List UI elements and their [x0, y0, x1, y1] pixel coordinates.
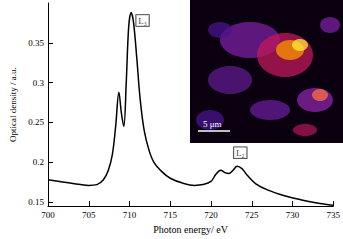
svg-text:0.15: 0.15: [28, 197, 44, 207]
svg-text:705: 705: [82, 210, 96, 220]
svg-text:0.25: 0.25: [28, 117, 44, 127]
svg-text:Optical density / a.u.: Optical density / a.u.: [8, 67, 18, 142]
svg-text:L₂: L₂: [236, 148, 245, 158]
svg-text:0.2: 0.2: [33, 157, 44, 167]
svg-text:0.3: 0.3: [33, 78, 45, 88]
svg-text:0.35: 0.35: [28, 38, 44, 48]
svg-text:Photon energy/ eV: Photon energy/ eV: [153, 224, 229, 235]
svg-text:720: 720: [204, 210, 218, 220]
svg-text:L₃: L₃: [138, 16, 147, 26]
svg-text:715: 715: [164, 210, 178, 220]
svg-text:730: 730: [286, 210, 300, 220]
svg-text:710: 710: [123, 210, 137, 220]
svg-text:735: 735: [327, 210, 341, 220]
svg-text:5 μm: 5 μm: [203, 119, 222, 129]
svg-text:725: 725: [245, 210, 259, 220]
svg-text:700: 700: [41, 210, 55, 220]
